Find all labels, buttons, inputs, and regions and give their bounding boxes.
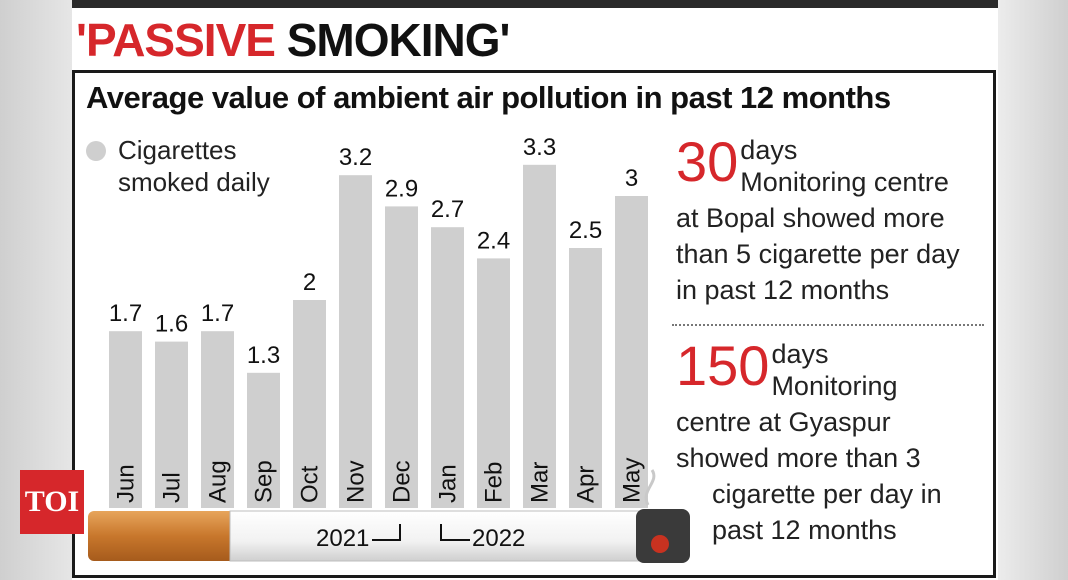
stat-gyaspur: 150 days Monitoring centre at Gyaspur sh… [676, 340, 942, 548]
year-label-2021: 2021 [316, 525, 369, 552]
stat-bopal-line-2: at Bopal showed more [676, 203, 945, 233]
year-markers: 2021 2022 [316, 524, 525, 552]
cigarette-paper [229, 510, 643, 562]
cigarette-ember [651, 535, 669, 553]
stat-divider [672, 324, 984, 326]
bar-dec [385, 206, 418, 508]
stat-gyaspur-line-4: cigarette per day in [712, 479, 942, 509]
bar-jan [431, 227, 464, 508]
stat-gyaspur-line-5: past 12 months [712, 515, 897, 545]
bar-nov [339, 175, 372, 508]
legend-label: Cigarettes smoked daily [118, 135, 270, 197]
bar-aug [201, 331, 234, 508]
cigarette-illustration [88, 469, 690, 563]
bar-sep [247, 372, 280, 508]
headline: 'PASSIVE SMOKING' [76, 14, 511, 66]
stat-gyaspur-line-2: centre at Gyaspur [676, 407, 891, 437]
stat-gyaspur-line-3: showed more than 3 [676, 443, 921, 473]
legend-dot [86, 141, 106, 161]
stat-gyaspur-line-0: days [771, 340, 829, 369]
chart-title: Average value of ambient air pollution i… [86, 80, 891, 115]
category-label-apr: Apr [573, 466, 600, 503]
bar-may [615, 196, 648, 508]
headline-red: 'PASSIVE [76, 14, 276, 66]
category-label-mar: Mar [527, 462, 554, 503]
category-label-oct: Oct [297, 465, 324, 503]
value-label-nov: 3.2 [339, 144, 372, 171]
bar-apr [569, 248, 602, 508]
stat-bopal-line-0: days [740, 136, 798, 165]
value-label-oct: 2 [303, 269, 316, 296]
stat-bopal-line-3: than 5 cigarette per day [676, 239, 960, 269]
bar-jul [155, 341, 188, 508]
stat-gyaspur-line-1: Monitoring [771, 371, 898, 401]
year-label-2022: 2022 [472, 525, 525, 552]
value-label-mar: 3.3 [523, 134, 556, 161]
value-label-apr: 2.5 [569, 217, 602, 244]
value-label-may: 3 [625, 165, 638, 192]
category-label-jun: Jun [113, 464, 140, 503]
value-label-aug: 1.7 [201, 300, 234, 327]
value-label-jan: 2.7 [431, 196, 464, 223]
category-label-jan: Jan [435, 464, 462, 503]
stat-bopal: 30 days Monitoring centre at Bopal showe… [676, 136, 960, 308]
bar-jun [109, 331, 142, 508]
category-label-nov: Nov [343, 460, 370, 503]
cigarette-filter [88, 511, 236, 561]
bracket-2022 [440, 524, 470, 541]
value-label-jul: 1.6 [155, 311, 188, 338]
value-label-feb: 2.4 [477, 227, 510, 254]
category-label-may: May [619, 458, 646, 503]
bar-mar [523, 164, 556, 509]
bracket-2021 [372, 524, 401, 541]
stat-bopal-line-4: in past 12 months [676, 275, 890, 305]
headline-black: SMOKING' [286, 14, 511, 66]
category-label-jul: Jul [159, 472, 186, 503]
bar-oct [293, 300, 326, 508]
chart-legend: Cigarettes smoked daily [86, 134, 318, 198]
stat-bopal-number: 30 [676, 136, 739, 193]
category-label-feb: Feb [481, 462, 508, 503]
background-right [998, 0, 1068, 580]
category-label-dec: Dec [389, 460, 416, 503]
stat-gyaspur-number: 150 [676, 340, 770, 397]
stat-bopal-line-1: Monitoring centre [740, 167, 949, 197]
value-label-jun: 1.7 [109, 300, 142, 327]
category-label-sep: Sep [251, 460, 278, 503]
smoke-wisp [644, 469, 656, 506]
bar-feb [477, 258, 510, 508]
toi-logo: TOI [20, 470, 84, 534]
category-label-aug: Aug [205, 460, 232, 503]
bars-group: 1.7 Jun 1.6 Jul 1.7 Aug 1.3 Sep 2 Oct 3.2 Nov 2.9 Dec… [109, 134, 648, 509]
value-label-sep: 1.3 [247, 342, 280, 369]
value-label-dec: 2.9 [385, 175, 418, 202]
top-strip [72, 0, 998, 8]
